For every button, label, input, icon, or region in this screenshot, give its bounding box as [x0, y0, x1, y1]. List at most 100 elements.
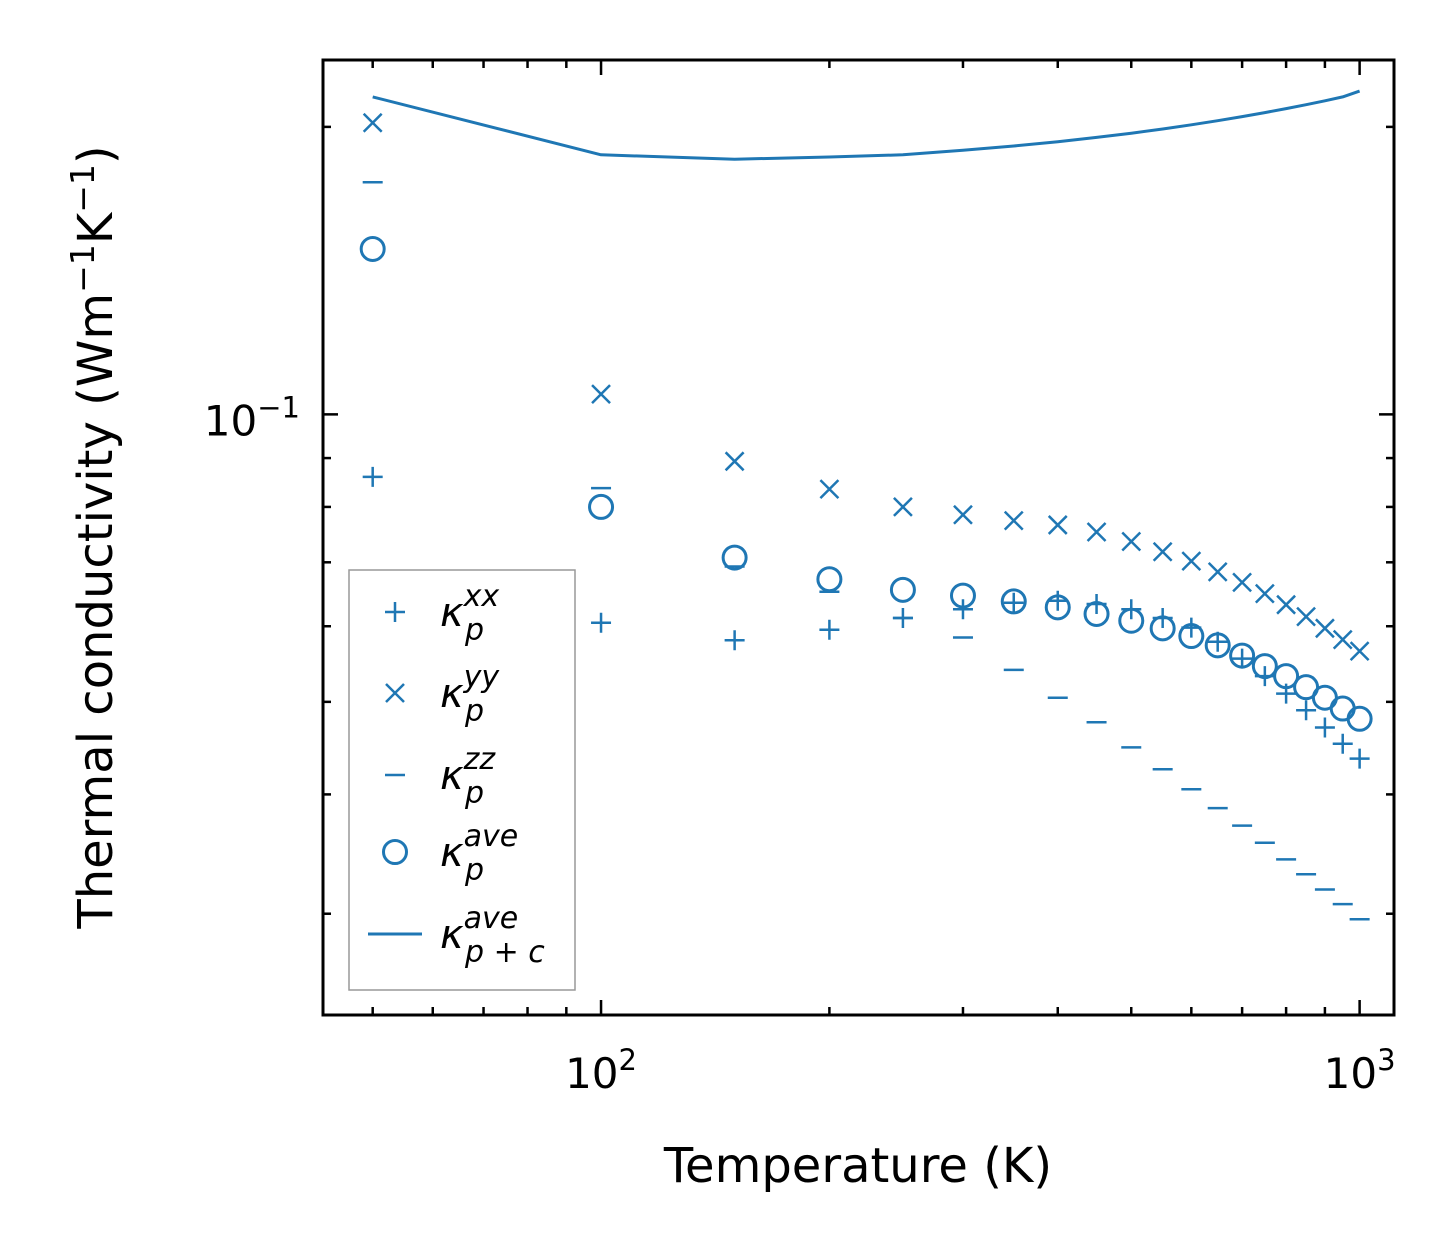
data-point-kave-3 [816, 566, 843, 593]
data-point-kave-4 [889, 576, 916, 603]
data-point-kxx-2 [724, 630, 745, 651]
y-axis-label: Thermal conductivity (Wm−1K−1) [63, 145, 124, 929]
legend-item-kave: κave p [382, 819, 518, 888]
data-point-kyy-15 [1276, 594, 1296, 615]
series-kave_pc [372, 89, 1361, 161]
legend-label-kave: κave p [440, 819, 518, 888]
x-tick-label-100-base: 10 [565, 1049, 618, 1098]
data-point-kyy-17 [1315, 618, 1335, 639]
legend-label-kave_pc: κave p + c [440, 901, 545, 970]
legend-label-base: κ [440, 590, 464, 636]
x-tick-label-1000-exp: 3 [1377, 1043, 1395, 1077]
legend-label-sub: p [464, 613, 484, 648]
legend-swatch-kyy [385, 683, 405, 703]
legend-label-kxx: κxx p [440, 579, 499, 648]
data-point-kyy-0 [362, 112, 383, 133]
legend-label-kyy: κyy p [440, 660, 500, 729]
data-point-kxx-13 [1232, 648, 1253, 669]
legend-swatch-kxx [385, 602, 405, 622]
data-point-kyy-1 [591, 384, 611, 405]
legend-label-sup: xx [463, 579, 500, 614]
data-point-kyy-9 [1121, 531, 1142, 552]
legend-label-sub: p [464, 776, 484, 811]
data-point-kxx-6 [1003, 592, 1024, 613]
y-tick-label-0.1-exp: −1 [257, 390, 300, 424]
x-axis-label: Temperature (K) [663, 1138, 1052, 1194]
legend-item-kyy: κyy p [385, 660, 500, 729]
legend-label-base: κ [440, 830, 464, 876]
data-point-kxx-3 [819, 619, 840, 640]
data-point-kave-2 [721, 544, 748, 571]
data-point-kyy-10 [1152, 541, 1173, 562]
data-point-kave-9 [1118, 607, 1145, 634]
data-point-kyy-3 [819, 479, 840, 500]
data-point-kyy-19 [1349, 641, 1370, 662]
y-tick-label-0.1: 10−1 [204, 390, 300, 445]
data-point-kyy-5 [953, 504, 973, 525]
legend-label-sup: yy [463, 660, 501, 695]
data-point-kyy-14 [1254, 583, 1275, 604]
data-point-kyy-11 [1181, 551, 1202, 572]
series-kyy [362, 112, 1370, 662]
data-point-kave-10 [1149, 615, 1176, 642]
data-point-kave-14 [1251, 653, 1278, 680]
data-point-kyy-4 [893, 497, 913, 517]
legend-label-sub: p [464, 853, 484, 888]
data-point-kave-19 [1346, 705, 1373, 732]
legend-item-kzz: κzz p [385, 742, 496, 811]
data-point-kxx-1 [591, 612, 612, 633]
x-tick-label-1000: 103 [1324, 1043, 1396, 1098]
legend-label-sup: ave [464, 901, 519, 936]
y-axis-label-w-exp: −1 [63, 244, 102, 293]
legend-label-sub: p [464, 694, 484, 729]
data-point-kave-15 [1273, 663, 1300, 690]
y-axis-label-main: Thermal conductivity (Wm [68, 293, 124, 930]
data-point-kave-0 [359, 235, 386, 262]
data-point-kxx-18 [1332, 733, 1353, 754]
data-point-kxx-7 [1047, 590, 1068, 611]
y-tick-label-0.1-base: 10 [204, 396, 257, 445]
data-point-kave-12 [1204, 632, 1231, 659]
data-point-kyy-6 [1003, 510, 1024, 531]
data-point-kave-7 [1044, 594, 1071, 621]
legend-frame [348, 569, 576, 991]
y-axis-label-k: K [68, 211, 124, 244]
data-point-kyy-12 [1207, 562, 1228, 582]
legend-label-kzz: κzz p [440, 742, 496, 811]
x-tick-label-100: 102 [565, 1043, 637, 1098]
data-point-kyy-16 [1296, 606, 1316, 627]
data-point-kyy-7 [1047, 515, 1068, 535]
data-point-kyy-13 [1232, 572, 1252, 593]
legend-item-kave_pc: κave p + c [368, 901, 545, 970]
data-point-kxx-5 [952, 599, 973, 620]
data-point-kxx-17 [1314, 717, 1335, 738]
legend-label-base: κ [440, 912, 464, 958]
data-point-kxx-0 [362, 466, 383, 487]
data-point-kave-5 [949, 582, 976, 609]
x-tick-label-1000-base: 10 [1324, 1049, 1377, 1098]
legend-swatch-kave [382, 839, 408, 865]
legend-label-sub: p + c [464, 935, 545, 970]
y-axis-label-k-exp: −1 [63, 164, 102, 213]
data-point-kxx-16 [1296, 700, 1317, 721]
legend-label-sup: ave [464, 819, 519, 854]
data-point-kave-11 [1178, 623, 1205, 650]
legend-label-sup: zz [463, 742, 497, 777]
data-point-kave-1 [588, 493, 615, 520]
data-point-kxx-19 [1349, 748, 1370, 769]
data-point-kave-13 [1229, 642, 1256, 669]
x-tick-label-100-exp: 2 [619, 1043, 637, 1077]
legend-label-base: κ [440, 671, 464, 717]
plot-frame [321, 58, 1396, 1017]
data-point-kyy-2 [724, 451, 745, 472]
legend-item-kxx: κxx p [385, 579, 499, 648]
y-axis-label-close: ) [68, 145, 124, 164]
data-marks [359, 89, 1373, 921]
data-point-kyy-8 [1086, 522, 1107, 542]
